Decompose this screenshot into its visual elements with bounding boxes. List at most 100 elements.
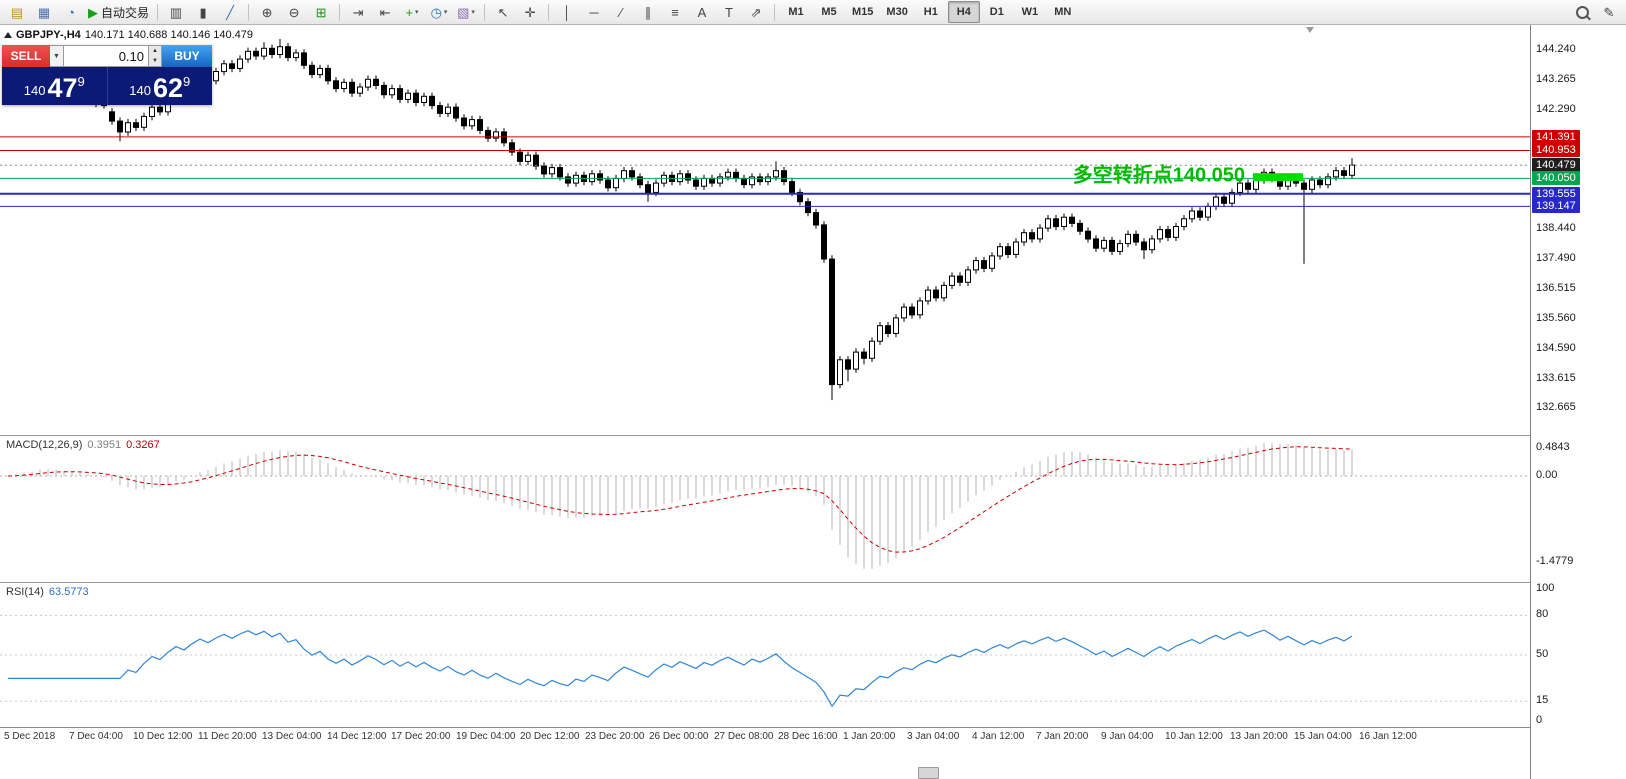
chart-windows-button[interactable]: ▦ — [31, 1, 57, 23]
time-axis-label: 20 Dec 12:00 — [520, 731, 580, 742]
price-axis-label: 135.560 — [1536, 312, 1576, 324]
level-price-badge: 141.391 — [1532, 130, 1580, 144]
rsi-panel[interactable]: RSI(14) 63.5773 — [0, 582, 1530, 727]
time-axis-label: 15 Jan 04:00 — [1294, 731, 1352, 742]
time-axis-label: 10 Dec 12:00 — [133, 731, 193, 742]
macd-panel[interactable]: MACD(12,26,9) 0.3951 0.3267 — [0, 435, 1530, 582]
time-axis-label: 23 Dec 20:00 — [585, 731, 645, 742]
tf-w1-button[interactable]: W1 — [1021, 6, 1039, 18]
text-button[interactable]: A — [689, 1, 715, 23]
arrows-icon: ⇗ — [750, 4, 762, 20]
horizontal-line-button[interactable]: ─ — [581, 1, 607, 23]
toolbar-separator — [774, 3, 776, 21]
candlestick-chart-canvas[interactable]: 多空转折点140.050 — [0, 25, 1530, 435]
arrows-button[interactable]: ⇗ — [743, 1, 769, 23]
time-axis-label: 16 Jan 12:00 — [1359, 731, 1417, 742]
zoom-in-button[interactable]: ⊕ — [254, 1, 280, 23]
one-click-divider — [106, 67, 108, 105]
vertical-line-icon: │ — [562, 4, 572, 20]
volume-dropdown-icon[interactable]: ▼ — [50, 45, 64, 67]
tf-m30-button[interactable]: M30 — [886, 6, 908, 18]
bar-chart-button[interactable]: ▥ — [163, 1, 189, 23]
chart-shift-button[interactable]: ⇤ — [372, 1, 398, 23]
candlestick-chart-button[interactable]: ▮ — [190, 1, 216, 23]
indicators-caret-icon: ▾ — [415, 9, 419, 16]
volume-up-icon[interactable]: ▲ — [149, 46, 161, 56]
toolbar: ▤ ▦ ◔ ▶ 自动交易 ▥ ▮ ╱ ⊕ ⊖ ⊞ ⇥ ⇤ + ▾ ◷ ▾ ▧ ▾ ↖ ✛ │ ─ ∕ ∥ ≡ A T ⇗ M1 M5 M15 M… — [0, 0, 1626, 25]
time-axis-label: 19 Dec 04:00 — [456, 731, 516, 742]
tf-m1-button[interactable]: M1 — [788, 6, 804, 18]
new-order-button[interactable]: ▤ — [4, 1, 30, 23]
templates-button[interactable]: ▧ ▾ — [453, 1, 479, 23]
level-price-badge: 139.555 — [1532, 187, 1580, 201]
tf-m15-button[interactable]: M15 — [852, 6, 874, 18]
buy-button[interactable]: BUY — [162, 45, 212, 67]
rsi-label: RSI(14) — [6, 586, 44, 598]
zoom-out-button[interactable]: ⊖ — [281, 1, 307, 23]
tf-h4-button[interactable]: H4 — [947, 1, 980, 23]
tf-mn-button[interactable]: MN — [1054, 6, 1072, 18]
price-axis-label: 132.665 — [1536, 401, 1576, 413]
equidistant-channel-button[interactable]: ∥ — [635, 1, 661, 23]
buy-price-sup: 9 — [183, 74, 191, 89]
equidistant-channel-icon: ∥ — [644, 4, 652, 20]
text-label-button[interactable]: T — [716, 1, 742, 23]
main-chart-panel[interactable]: 多空转折点140.050 GBPJPY-,H4 140.171 140.688 … — [0, 25, 1530, 435]
tf-m5-button[interactable]: M5 — [821, 6, 837, 18]
price-axis-label: 138.440 — [1536, 222, 1576, 234]
quick-edit-icon: ✎ — [1603, 4, 1615, 20]
chart-annotation[interactable]: 多空转折点140.050 — [1073, 163, 1245, 187]
trendline-button[interactable]: ∕ — [608, 1, 634, 23]
market-watch-button[interactable]: ◔ — [58, 1, 84, 23]
time-axis-label: 4 Jan 12:00 — [972, 731, 1025, 742]
search-button[interactable] — [1569, 1, 1595, 23]
sell-price[interactable]: 140 47 9 — [2, 67, 107, 105]
chart-shift-marker[interactable] — [1306, 27, 1314, 33]
level-price-badge: 140.050 — [1532, 171, 1580, 185]
auto-scroll-button[interactable]: ⇥ — [345, 1, 371, 23]
rsi-label-row: RSI(14) 63.5773 — [6, 586, 89, 598]
indicators-button[interactable]: + ▾ — [399, 1, 425, 23]
candlestick-chart-icon: ▮ — [199, 4, 207, 20]
macd-axis-label: -1.4779 — [1536, 555, 1574, 567]
symbol-header: GBPJPY-,H4 140.171 140.688 140.146 140.4… — [4, 29, 253, 41]
autotrading-icon: ▶ — [88, 4, 98, 20]
level-price-badge: 140.953 — [1532, 143, 1580, 157]
symbol-ohlc: 140.171 140.688 140.146 140.479 — [84, 29, 254, 41]
crosshair-button[interactable]: ✛ — [517, 1, 543, 23]
level-price-badge: 139.147 — [1532, 199, 1580, 213]
vertical-line-button[interactable]: │ — [554, 1, 580, 23]
h-scrollbar-thumb[interactable] — [918, 767, 939, 779]
volume-down-icon[interactable]: ▼ — [149, 56, 161, 66]
price-axis-label: 136.515 — [1536, 282, 1576, 294]
search-icon — [1575, 5, 1589, 19]
toolbar-separator — [248, 3, 250, 21]
market-watch-icon: ◔ — [67, 4, 75, 20]
macd-label: MACD(12,26,9) — [6, 439, 83, 451]
autotrading-button[interactable]: ▶ 自动交易 — [85, 1, 152, 23]
volume-input[interactable]: 0.10 — [64, 45, 149, 67]
periods-caret-icon: ▾ — [443, 9, 448, 16]
tf-h1-button[interactable]: H1 — [923, 6, 938, 18]
sell-button[interactable]: SELL — [2, 45, 50, 67]
macd-canvas — [0, 442, 1530, 569]
quick-edit-button[interactable]: ✎ — [1596, 1, 1622, 23]
macd-value-main: 0.3951 — [87, 439, 122, 451]
price-axis[interactable]: 144.240 143.265 142.290 138.440 137.490 136.5… — [1530, 25, 1626, 779]
one-click-toggle-icon[interactable] — [4, 32, 12, 38]
chart-windows-icon: ▦ — [37, 4, 51, 20]
periods-button[interactable]: ◷ ▾ — [426, 1, 452, 23]
tile-windows-button[interactable]: ⊞ — [308, 1, 334, 23]
sell-price-sup: 9 — [77, 74, 85, 89]
horizontal-scrollbar[interactable] — [0, 745, 1626, 779]
tf-d1-button[interactable]: D1 — [989, 6, 1004, 18]
line-chart-button[interactable]: ╱ — [217, 1, 243, 23]
time-axis[interactable]: 5 Dec 2018 7 Dec 04:00 10 Dec 12:00 11 Dec … — [0, 727, 1530, 745]
sell-price-big: 47 — [47, 73, 78, 104]
fibonacci-button[interactable]: ≡ — [662, 1, 688, 23]
cursor-button[interactable]: ↖ — [490, 1, 516, 23]
autotrading-label: 自动交易 — [101, 5, 150, 20]
symbol-title: GBPJPY-,H4 — [16, 29, 81, 41]
buy-price[interactable]: 140 62 9 — [108, 67, 213, 105]
